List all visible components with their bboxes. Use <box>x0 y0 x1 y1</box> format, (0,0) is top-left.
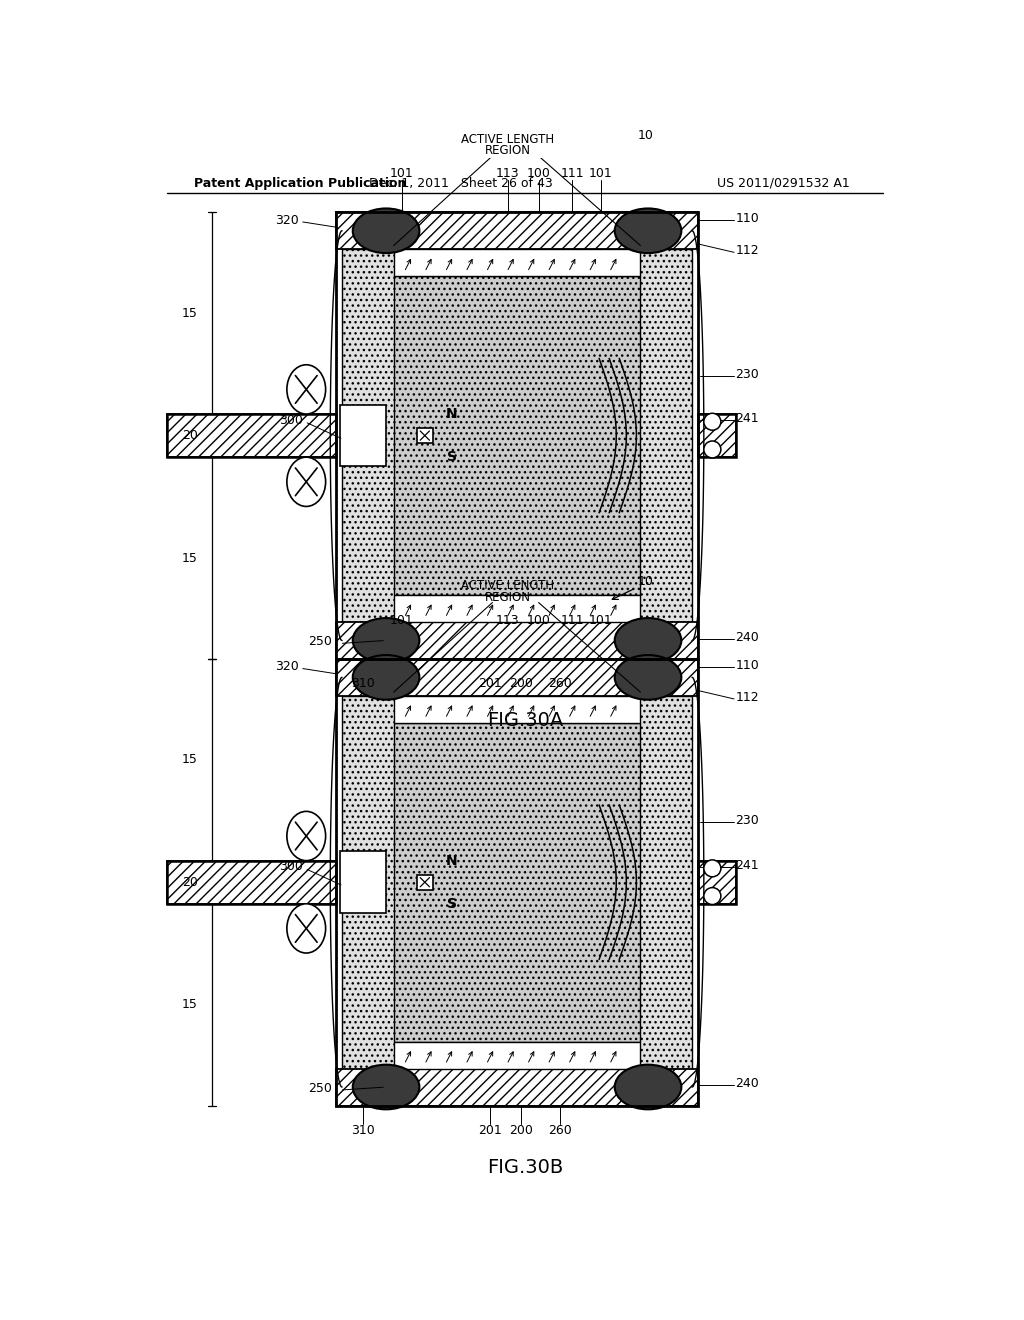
Text: 241: 241 <box>735 859 759 871</box>
Text: N: N <box>446 407 458 421</box>
Bar <box>342 696 692 1069</box>
Text: 101: 101 <box>589 168 612 181</box>
Bar <box>336 1069 698 1106</box>
Text: 112: 112 <box>735 690 759 704</box>
Bar <box>698 414 736 457</box>
Text: 100: 100 <box>526 168 551 181</box>
Text: 260: 260 <box>548 677 571 690</box>
Bar <box>394 696 640 723</box>
Text: N: N <box>446 854 458 867</box>
Text: 201: 201 <box>478 677 502 690</box>
Ellipse shape <box>287 904 326 953</box>
Ellipse shape <box>703 441 721 458</box>
Text: 100: 100 <box>526 614 551 627</box>
Bar <box>167 861 336 904</box>
Text: 200: 200 <box>509 1123 532 1137</box>
Ellipse shape <box>614 209 681 253</box>
Text: 250: 250 <box>308 1082 332 1096</box>
Text: 20: 20 <box>182 875 198 888</box>
Text: 320: 320 <box>274 214 299 227</box>
Text: REGION: REGION <box>484 591 530 603</box>
Ellipse shape <box>352 655 420 700</box>
Bar <box>336 659 698 696</box>
Bar <box>417 428 432 444</box>
Text: 15: 15 <box>182 306 198 319</box>
Bar <box>167 861 336 904</box>
Text: 320: 320 <box>274 660 299 673</box>
Text: 20: 20 <box>182 429 198 442</box>
Text: 260: 260 <box>548 1123 571 1137</box>
Text: 310: 310 <box>351 1123 375 1137</box>
Text: FIG.30B: FIG.30B <box>486 1158 563 1176</box>
Text: FIG.30A: FIG.30A <box>486 711 563 730</box>
Ellipse shape <box>352 618 420 663</box>
Text: 201: 201 <box>478 1123 502 1137</box>
Bar <box>394 723 640 1041</box>
Text: 230: 230 <box>735 367 760 380</box>
Bar <box>340 851 386 913</box>
Text: S: S <box>446 896 457 911</box>
Text: 111: 111 <box>560 168 584 181</box>
Text: 310: 310 <box>351 677 375 690</box>
Ellipse shape <box>352 209 420 253</box>
Ellipse shape <box>287 457 326 507</box>
Bar <box>394 276 640 595</box>
Bar <box>167 414 336 457</box>
Text: 230: 230 <box>735 814 760 828</box>
Ellipse shape <box>703 887 721 904</box>
Text: S: S <box>446 450 457 465</box>
Text: 300: 300 <box>280 413 303 426</box>
Text: 10: 10 <box>637 576 653 589</box>
Text: 10: 10 <box>637 129 653 141</box>
Text: 110: 110 <box>735 659 760 672</box>
Text: 241: 241 <box>735 412 759 425</box>
Text: 15: 15 <box>182 552 198 565</box>
Text: 112: 112 <box>735 244 759 257</box>
Bar <box>342 249 692 622</box>
Bar <box>340 405 386 466</box>
Text: 240: 240 <box>735 1077 760 1090</box>
Text: REGION: REGION <box>484 144 530 157</box>
Ellipse shape <box>287 364 326 414</box>
Text: US 2011/0291532 A1: US 2011/0291532 A1 <box>717 177 850 190</box>
Text: 111: 111 <box>560 614 584 627</box>
Text: Dec. 1, 2011   Sheet 26 of 43: Dec. 1, 2011 Sheet 26 of 43 <box>370 177 553 190</box>
Bar <box>698 861 736 904</box>
Bar <box>698 414 736 457</box>
Ellipse shape <box>614 655 681 700</box>
Text: 250: 250 <box>308 635 332 648</box>
Text: 101: 101 <box>390 168 414 181</box>
Bar <box>394 1041 640 1069</box>
Ellipse shape <box>614 618 681 663</box>
Text: 110: 110 <box>735 213 760 224</box>
Bar <box>394 249 640 276</box>
Text: 113: 113 <box>496 168 519 181</box>
Text: 300: 300 <box>280 861 303 874</box>
Ellipse shape <box>703 859 721 876</box>
Bar <box>336 213 698 249</box>
Ellipse shape <box>703 413 721 430</box>
Text: ACTIVE LENGTH: ACTIVE LENGTH <box>461 579 554 593</box>
Text: 101: 101 <box>589 614 612 627</box>
Bar <box>698 861 736 904</box>
Bar <box>336 622 698 659</box>
Bar <box>417 875 432 890</box>
Bar <box>336 659 698 1106</box>
Text: 15: 15 <box>182 754 198 767</box>
Text: 240: 240 <box>735 631 760 644</box>
Text: Patent Application Publication: Patent Application Publication <box>194 177 407 190</box>
Ellipse shape <box>614 1065 681 1109</box>
Text: 101: 101 <box>390 614 414 627</box>
Bar <box>336 213 698 659</box>
Text: 200: 200 <box>509 677 532 690</box>
Ellipse shape <box>287 812 326 861</box>
Text: 15: 15 <box>182 998 198 1011</box>
Bar <box>394 595 640 622</box>
Text: ACTIVE LENGTH: ACTIVE LENGTH <box>461 132 554 145</box>
Ellipse shape <box>352 1065 420 1109</box>
Text: 113: 113 <box>496 614 519 627</box>
Bar <box>167 414 336 457</box>
